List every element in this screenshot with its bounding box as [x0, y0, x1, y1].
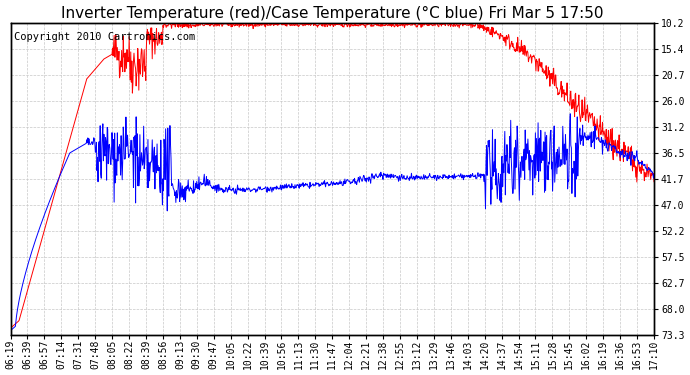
Text: Copyright 2010 Cartronics.com: Copyright 2010 Cartronics.com — [14, 33, 195, 42]
Title: Inverter Temperature (red)/Case Temperature (°C blue) Fri Mar 5 17:50: Inverter Temperature (red)/Case Temperat… — [61, 6, 604, 21]
